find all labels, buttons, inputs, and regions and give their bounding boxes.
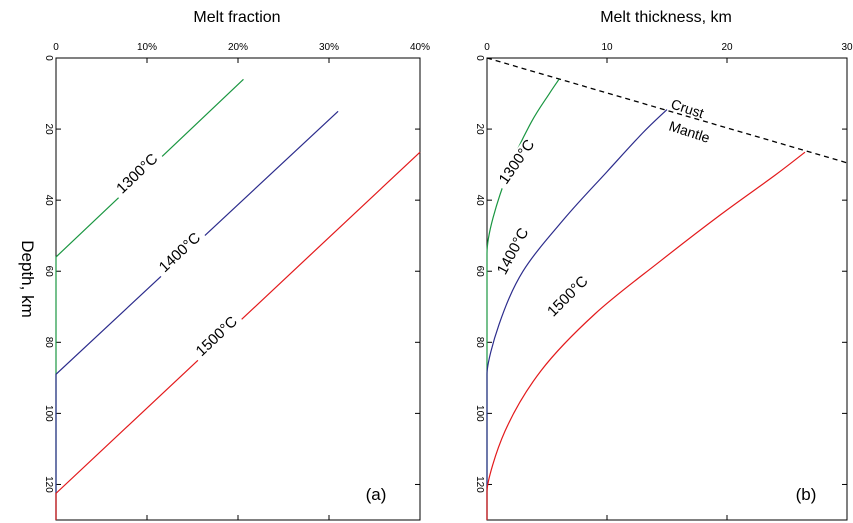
panel-b-title: Melt thickness, km: [600, 9, 732, 26]
crust-label: Crust: [669, 96, 706, 122]
panel-a-tag: (a): [366, 485, 387, 504]
curve-label-1500: 1500°C: [544, 273, 592, 321]
series-line-1500: [55, 151, 421, 520]
curve-label-1500: 1500°C: [193, 313, 241, 360]
panel-b: Melt thickness, km 0 10 20 30 0 20 40 60 80 100 12…: [474, 9, 853, 521]
y-tick-label: 40: [43, 195, 54, 207]
series-line-1400: [486, 109, 668, 520]
crust-mantle-boundary: [486, 57, 848, 164]
series-line-1300: [55, 78, 244, 520]
curve-label-background: [492, 221, 535, 282]
x-tick-label: 40%: [410, 42, 430, 53]
y-tick-label: 60: [43, 266, 54, 278]
x-tick-label: 30: [841, 42, 853, 53]
y-tick-label: 60: [474, 266, 485, 278]
panel-a: Melt fraction 0 10% 20% 30% 40% 0 20 40 60 80 100 1…: [43, 9, 430, 521]
panel-a-title: Melt fraction: [193, 9, 280, 26]
y-tick-label: 100: [474, 405, 485, 422]
y-tick-label: 80: [43, 337, 54, 349]
x-tick-label: 10: [601, 42, 613, 53]
x-tick-label: 20%: [228, 42, 248, 53]
y-tick-label: 120: [474, 476, 485, 493]
x-tick-label: 20: [721, 42, 733, 53]
y-tick-label: 0: [43, 55, 54, 61]
y-axis-label: Depth, km: [18, 240, 37, 317]
curve-label-background: [110, 147, 165, 201]
series-line-1400: [55, 110, 339, 520]
curve-label-background: [493, 133, 542, 192]
series-line-1500: [486, 151, 806, 520]
curve-label-1400: 1400°C: [494, 225, 533, 277]
x-tick-label: 30%: [319, 42, 339, 53]
y-tick-label: 80: [474, 337, 485, 349]
y-tick-label: 120: [43, 476, 54, 493]
y-tick-label: 20: [474, 124, 485, 136]
y-tick-label: 20: [43, 124, 54, 136]
y-tick-label: 100: [43, 405, 54, 422]
series-line-1300: [486, 78, 560, 520]
panel-b-tag: (b): [796, 485, 817, 504]
panel-a-frame: [55, 57, 421, 521]
x-tick-label: 10%: [137, 42, 157, 53]
curve-label-1400: 1400°C: [156, 229, 204, 276]
y-tick-label: 0: [474, 55, 485, 61]
curve-label-background: [152, 226, 208, 280]
y-tick-label: 40: [474, 195, 485, 207]
panel-b-frame: [486, 57, 848, 521]
x-tick-label: 0: [53, 42, 59, 53]
curve-label-background: [541, 269, 596, 324]
curve-label-background: [189, 310, 245, 364]
x-tick-label: 0: [484, 42, 490, 53]
curve-label-1300: 1300°C: [496, 136, 539, 187]
curve-label-1300: 1300°C: [113, 150, 161, 197]
